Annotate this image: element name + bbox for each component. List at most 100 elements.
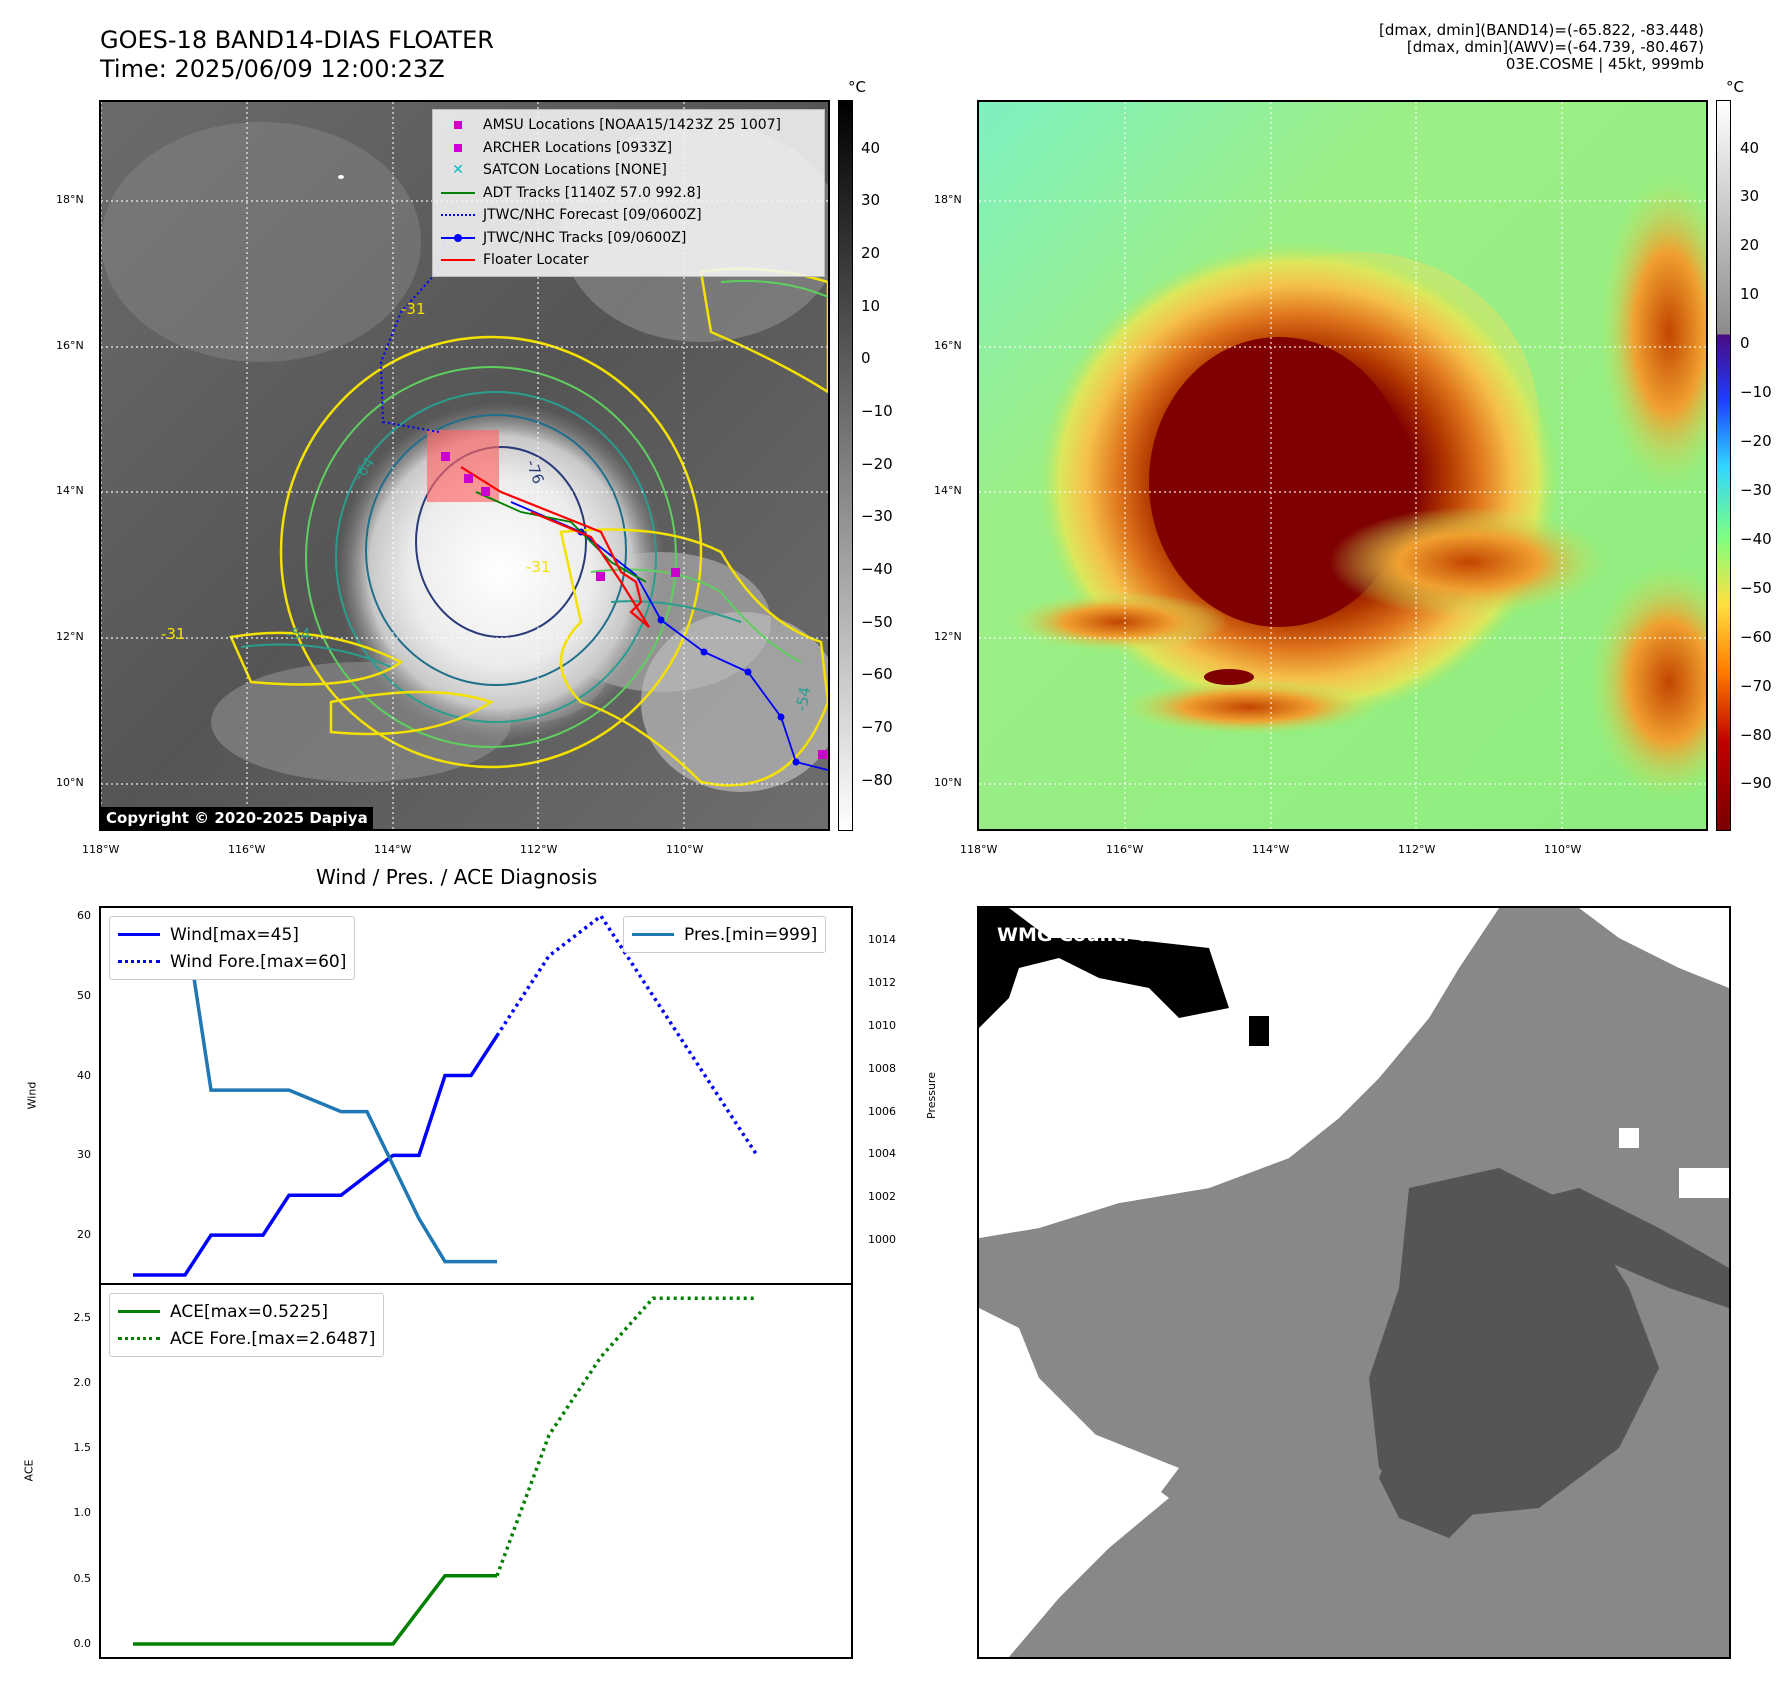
lat-label: 10°N xyxy=(934,776,962,789)
lon-label: 114°W xyxy=(374,843,412,856)
pressure-legend: Pres.[min=999] xyxy=(623,916,827,953)
colorbar-tick: 20 xyxy=(1740,236,1760,255)
line-marker-icon xyxy=(441,187,475,199)
wind-pressure-panel: Wind[max=45] Wind Fore.[max=60] Pres.[mi… xyxy=(99,906,853,1285)
series-line-0 xyxy=(133,1034,499,1277)
legend-label: Floater Locater xyxy=(483,252,589,269)
solid-line-icon xyxy=(632,933,674,936)
colorbar-tick: −50 xyxy=(861,612,893,631)
colorbar-tick: −40 xyxy=(861,560,893,579)
y-tick-label: 1.0 xyxy=(73,1506,92,1520)
colorbar-tick: −10 xyxy=(1740,383,1772,402)
wind-axis-label: Wind xyxy=(25,1081,39,1110)
y-tick-label: 1.5 xyxy=(73,1441,92,1455)
square-marker-icon xyxy=(441,142,475,154)
colorbar-tick: 10 xyxy=(861,296,881,315)
meta-info: [dmax, dmin](BAND14)=(-65.822, -83.448) … xyxy=(1104,22,1704,73)
lon-label: 112°W xyxy=(520,843,558,856)
ace-axis-label: ACE xyxy=(22,1459,36,1482)
colorbar-tick: −20 xyxy=(861,454,893,473)
chart-title-line2: Time: 2025/06/09 12:00:23Z xyxy=(100,55,445,83)
ace-panel: ACE[max=0.5225] ACE Fore.[max=2.6487] xyxy=(99,1283,853,1659)
lon-label: 112°W xyxy=(1398,843,1436,856)
lat-label: 12°N xyxy=(56,630,84,643)
legend-label: AMSU Locations [NOAA15/1423Z 25 1007] xyxy=(483,117,782,134)
pressure-axis-label: Pressure xyxy=(924,1072,938,1119)
copyright-label: Copyright © 2020-2025 Dapiya xyxy=(101,807,373,829)
series-line-0 xyxy=(133,1573,497,1646)
colorbar-tick: −30 xyxy=(1740,480,1772,499)
lon-label: 110°W xyxy=(1544,843,1582,856)
lon-label: 116°W xyxy=(1106,843,1144,856)
wmg-count-label: WMG Count: 0 xyxy=(997,924,1150,946)
colorbar-tick: −80 xyxy=(861,770,893,789)
y-tick-label: 1010 xyxy=(868,1018,896,1032)
colorbar-tick: −70 xyxy=(861,718,893,737)
legend-label: ACE Fore.[max=2.6487] xyxy=(170,1328,376,1349)
contour-label: -54 xyxy=(286,625,311,643)
contour-label: -54 xyxy=(792,685,814,712)
solid-line-icon xyxy=(118,1310,160,1313)
ace-plot xyxy=(133,1296,757,1646)
lon-label: 118°W xyxy=(82,843,120,856)
line-marker-icon xyxy=(441,254,475,266)
lon-label: 114°W xyxy=(1252,843,1290,856)
legend-item-floater: Floater Locater xyxy=(441,249,816,272)
y-tick-label: 60 xyxy=(77,908,91,922)
colorbar-tick: 30 xyxy=(861,191,881,210)
square-marker-icon xyxy=(441,119,475,131)
dotted-line-icon xyxy=(441,209,475,221)
colorbar-tick: −40 xyxy=(1740,529,1772,548)
colorbar-tick: −10 xyxy=(861,401,893,420)
lat-label: 10°N xyxy=(56,776,84,789)
ace-legend: ACE[max=0.5225] ACE Fore.[max=2.6487] xyxy=(109,1293,385,1357)
colorbar-tick: 40 xyxy=(861,138,881,157)
legend-item-adt: ADT Tracks [1140Z 57.0 992.8] xyxy=(441,182,816,205)
line-dot-icon xyxy=(441,232,475,244)
colorbar-tick: 10 xyxy=(1740,285,1760,304)
legend-item-archer: ARCHER Locations [0933Z] xyxy=(441,137,816,160)
y-tick-label: 1000 xyxy=(868,1233,896,1247)
colorbar-tick: 0 xyxy=(861,349,871,368)
adt-track xyxy=(475,491,647,583)
colorbar-tick: −90 xyxy=(1740,774,1772,793)
x-marker-icon: ✕ xyxy=(452,162,464,179)
lon-label: 110°W xyxy=(666,843,704,856)
ir-colorbar-unit: °C xyxy=(848,78,866,96)
solid-line-icon xyxy=(118,933,160,936)
y-tick-label: 50 xyxy=(77,988,91,1002)
contour-label: -31 xyxy=(161,625,186,643)
dotted-line-icon xyxy=(118,1337,160,1340)
y-tick-label: 1012 xyxy=(868,976,896,989)
legend-label: ACE[max=0.5225] xyxy=(170,1301,328,1322)
legend-label: Wind Fore.[max=60] xyxy=(170,951,347,972)
y-tick-label: 40 xyxy=(77,1068,91,1082)
lat-label: 12°N xyxy=(934,630,962,643)
legend-label: JTWC/NHC Tracks [09/0600Z] xyxy=(483,229,687,246)
ir-colorbar xyxy=(838,100,853,831)
meta-line-awv: [dmax, dmin](AWV)=(-64.739, -80.467) xyxy=(1406,38,1704,56)
legend-label: SATCON Locations [NONE] xyxy=(483,162,667,179)
colorbar-tick: −60 xyxy=(1740,627,1772,646)
contour-label: -31 xyxy=(401,300,426,318)
dotted-line-icon xyxy=(118,960,160,963)
legend-item-ace-forecast: ACE Fore.[max=2.6487] xyxy=(118,1325,375,1352)
legend-item-forecast: JTWC/NHC Forecast [09/0600Z] xyxy=(441,204,816,227)
y-tick-label: 1002 xyxy=(868,1190,896,1204)
colorbar-tick: 40 xyxy=(1740,138,1760,157)
colorbar-tick: −50 xyxy=(1740,578,1772,597)
legend-label: JTWC/NHC Forecast [09/0600Z] xyxy=(483,207,702,224)
legend-item-pressure: Pres.[min=999] xyxy=(632,921,817,948)
colorbar-tick: 30 xyxy=(1740,187,1760,206)
legend-item-tracks: JTWC/NHC Tracks [09/0600Z] xyxy=(441,227,816,250)
meta-line-storm: 03E.COSME | 45kt, 999mb xyxy=(1505,55,1704,73)
legend-label: Wind[max=45] xyxy=(170,924,299,945)
chart-title-line1: GOES-18 BAND14-DIAS FLOATER xyxy=(100,26,494,54)
colorbar-tick: −20 xyxy=(1740,432,1772,451)
series-line-1 xyxy=(495,913,759,1157)
floater-locater-track xyxy=(460,466,650,628)
lat-label: 16°N xyxy=(934,339,962,352)
series-line-1 xyxy=(495,1296,757,1577)
awv-map-panel xyxy=(977,100,1708,831)
y-tick-label: 30 xyxy=(77,1148,91,1162)
